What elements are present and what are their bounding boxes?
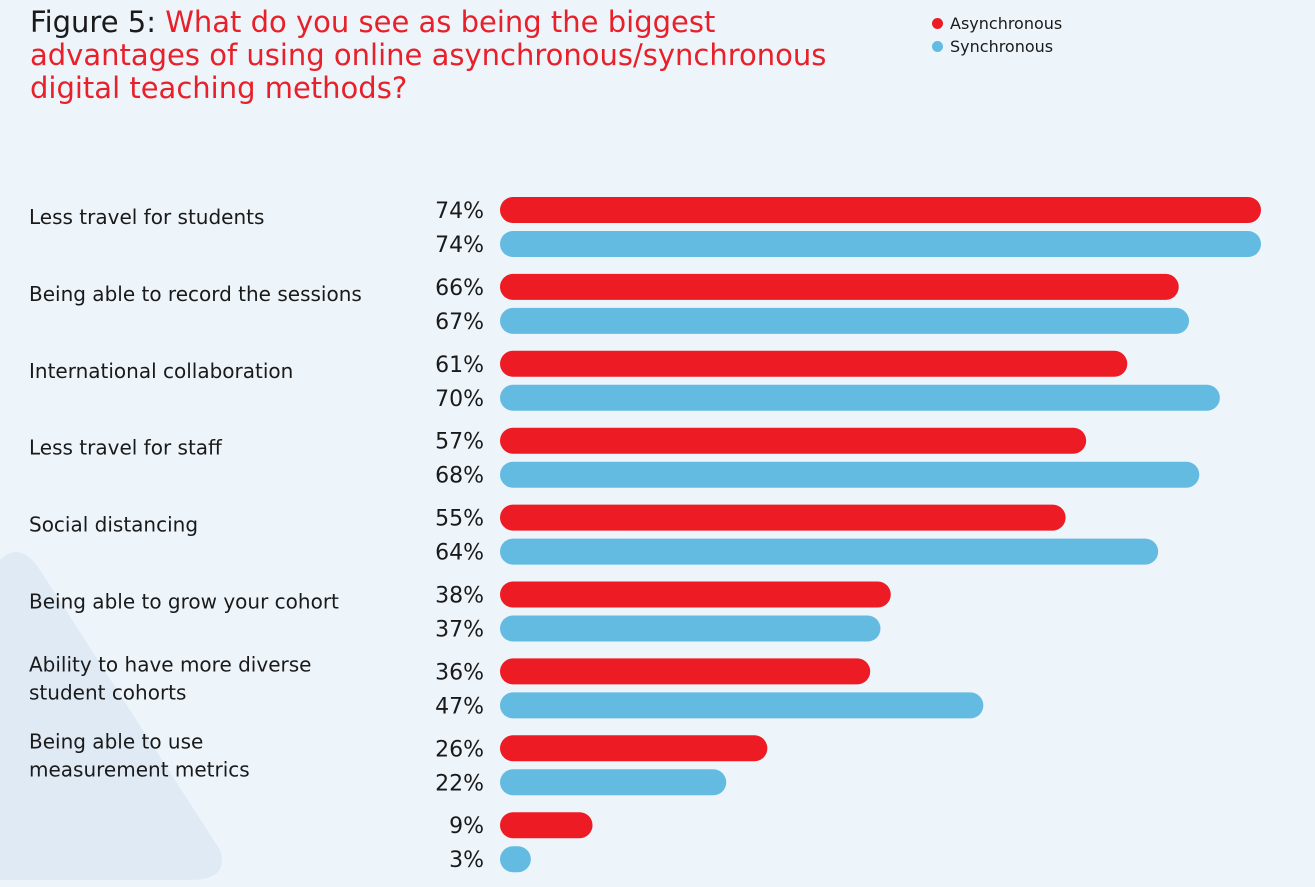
category-label-line: Less travel for staff: [29, 436, 223, 460]
category-label: Ability to have more diverse student coho…: [29, 652, 311, 704]
value-label-asynchronous: 55%: [435, 507, 484, 532]
value-label-asynchronous: 38%: [435, 584, 484, 609]
value-label-synchronous: 22%: [435, 771, 484, 796]
category-label-line: student cohorts: [29, 680, 186, 704]
category-label: Social distancing: [29, 513, 198, 537]
bar-group: 36%47%: [435, 658, 984, 719]
legend-label-asynchronous: Asynchronous: [950, 14, 1063, 33]
bar-synchronous: [500, 615, 881, 642]
bar-asynchronous: [500, 812, 593, 839]
value-label-synchronous: 67%: [435, 310, 484, 335]
bar-group: 74%74%: [435, 197, 1261, 258]
page-title: Figure 5: What do you see as being the b…: [30, 6, 870, 105]
category-label-line: Social distancing: [29, 513, 198, 537]
value-label-synchronous: 68%: [435, 464, 484, 489]
legend-item-synchronous: Synchronous: [932, 35, 1062, 58]
bar-group: 55%64%: [435, 504, 1159, 566]
value-label-asynchronous: 26%: [435, 737, 484, 762]
category-label: International collaboration: [29, 359, 293, 383]
category-label-line: Being able to use: [29, 729, 203, 753]
bar-asynchronous: [500, 350, 1128, 377]
category-label: Being able to record the sessions: [29, 282, 362, 306]
category-label-line: Ability to have more diverse: [29, 652, 311, 676]
bar-asynchronous: [500, 273, 1179, 300]
category-label-line: Being able to record the sessions: [29, 282, 362, 306]
value-label-asynchronous: 9%: [449, 814, 484, 839]
bar-asynchronous: [500, 581, 891, 608]
bar-group: 66%67%: [435, 273, 1190, 335]
bar-synchronous: [500, 307, 1190, 334]
bar-synchronous: [500, 846, 531, 873]
value-label-asynchronous: 74%: [435, 199, 484, 224]
bar-asynchronous: [500, 197, 1261, 223]
bar-asynchronous: [500, 735, 768, 762]
bar-group: 26%22%: [435, 735, 768, 796]
category-label-line: Less travel for students: [29, 205, 264, 229]
bar-group: 9%3%: [449, 812, 593, 873]
bar-group: 38%37%: [435, 581, 891, 643]
bar-synchronous: [500, 231, 1261, 257]
bar-group: 57%68%: [435, 427, 1200, 489]
legend-item-asynchronous: Asynchronous: [932, 12, 1062, 35]
bar-synchronous: [500, 461, 1200, 488]
value-label-synchronous: 37%: [435, 618, 484, 643]
bar-group: 61%70%: [435, 350, 1220, 412]
value-label-synchronous: 64%: [435, 541, 484, 566]
figure-number: Figure 5:: [30, 5, 166, 39]
legend-swatch-asynchronous: [932, 18, 943, 29]
bar-synchronous: [500, 384, 1220, 411]
value-label-asynchronous: 36%: [435, 660, 484, 685]
value-label-asynchronous: 66%: [435, 276, 484, 301]
category-label: Less travel for staff: [29, 436, 223, 460]
bar-synchronous: [500, 538, 1159, 565]
value-label-synchronous: 47%: [435, 694, 484, 719]
value-label-synchronous: 3%: [449, 848, 484, 873]
category-label: Less travel for students: [29, 205, 264, 229]
bar-asynchronous: [500, 427, 1087, 454]
figure-question: What do you see as being the biggest adv…: [30, 5, 827, 105]
category-label: Being able to grow your cohort: [29, 590, 339, 614]
bar-asynchronous: [500, 504, 1066, 531]
legend: Asynchronous Synchronous: [932, 12, 1062, 58]
bar-synchronous: [500, 769, 727, 796]
value-label-synchronous: 74%: [435, 233, 484, 258]
category-label-line: measurement metrics: [29, 757, 250, 781]
bar-synchronous: [500, 692, 984, 719]
category-label-line: International collaboration: [29, 359, 293, 383]
category-label: Being able to use measurement metrics: [29, 729, 250, 781]
legend-swatch-synchronous: [932, 41, 943, 52]
bar-asynchronous: [500, 658, 871, 685]
value-label-asynchronous: 57%: [435, 430, 484, 455]
category-label-line: Being able to grow your cohort: [29, 590, 339, 614]
value-label-asynchronous: 61%: [435, 353, 484, 378]
value-label-synchronous: 70%: [435, 387, 484, 412]
legend-label-synchronous: Synchronous: [950, 37, 1054, 56]
